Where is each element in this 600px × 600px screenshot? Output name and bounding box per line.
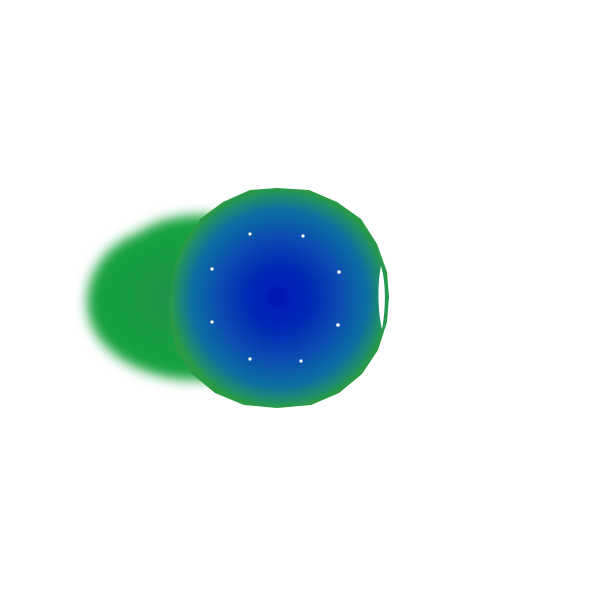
white-dot (337, 270, 341, 274)
white-dot (210, 320, 213, 323)
white-dot (301, 234, 304, 237)
white-dot (248, 357, 251, 360)
white-dot (336, 323, 340, 327)
white-dot (299, 359, 302, 362)
white-dot (248, 232, 251, 235)
blue-sphere-group (170, 188, 389, 408)
white-dot (210, 267, 213, 270)
sphere-core (267, 287, 287, 307)
